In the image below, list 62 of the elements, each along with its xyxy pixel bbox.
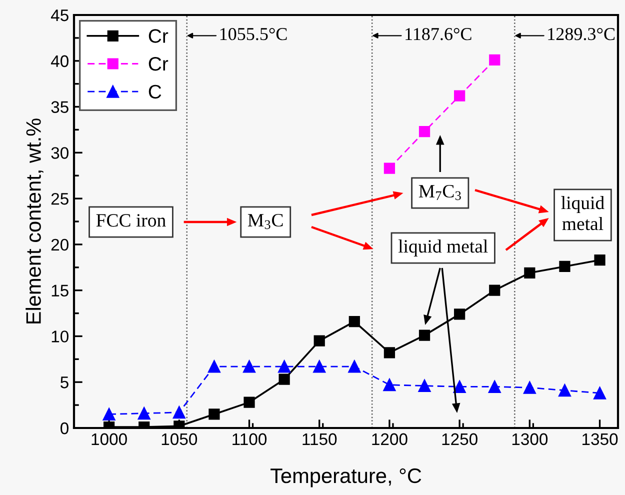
legend-label: Cr: [148, 29, 168, 43]
point: [314, 335, 325, 346]
x-tick-label: 1050: [162, 433, 198, 446]
annotation: M$_{7}$C$_{3}$: [418, 184, 461, 200]
y-tick-label: 10: [52, 330, 68, 342]
point: [278, 360, 291, 373]
annotation: liquid metal: [561, 196, 604, 230]
point: [418, 330, 430, 341]
point: [418, 126, 430, 138]
point: [384, 162, 396, 174]
y-tick-label: 30: [51, 147, 68, 159]
y-tick-label: 35: [51, 101, 68, 113]
x-tick-label: 1350: [582, 433, 618, 446]
y-tick-label: 45: [50, 10, 68, 22]
point: [138, 407, 150, 420]
x-axis-title: Temperature, °C: [270, 468, 422, 488]
point: [384, 347, 396, 358]
ref-line-label: 1187.6°C: [406, 28, 472, 40]
ref-line-label: 1055.5°C: [220, 28, 287, 40]
x-tick-label: 1200: [372, 433, 408, 446]
point: [172, 406, 186, 419]
ref-line-label: 1289.3°C: [548, 28, 615, 40]
point: [559, 260, 570, 272]
x-tick-label: 1250: [442, 433, 478, 446]
point: [453, 380, 466, 393]
y-tick-label: 0: [60, 422, 68, 434]
x-tick-label: 1300: [512, 433, 548, 446]
point: [488, 380, 501, 393]
x-tick-label: 1150: [302, 433, 337, 446]
point: [102, 408, 116, 420]
y-tick-label: 20: [51, 238, 68, 251]
point: [594, 254, 606, 266]
y-tick-label: 25: [51, 192, 68, 205]
point: [208, 408, 220, 420]
point: [244, 396, 255, 408]
x-tick-label: 1000: [92, 433, 127, 446]
point: [383, 378, 396, 392]
legend-label: C: [148, 84, 162, 99]
annotation: FCC iron: [96, 214, 166, 227]
point: [524, 267, 536, 278]
point: [523, 381, 536, 394]
point: [418, 380, 431, 392]
y-tick-label: 15: [52, 284, 68, 297]
point: [208, 360, 220, 373]
annotation: M$_{3}$C: [248, 214, 283, 230]
x-tick-label: 1100: [232, 433, 267, 446]
point: [454, 308, 466, 320]
point: [558, 384, 571, 397]
legend-label: Cr: [148, 56, 168, 71]
point: [348, 316, 360, 328]
annotation: liquid metal: [398, 240, 488, 257]
point: [454, 90, 466, 102]
point: [313, 360, 326, 373]
y-axis-title: Element content, wt.%: [26, 118, 44, 324]
point: [489, 54, 500, 66]
point: [348, 360, 361, 373]
y-tick-label: 40: [50, 55, 68, 68]
point: [278, 374, 290, 385]
y-tick-label: 5: [60, 376, 68, 388]
point: [489, 284, 500, 296]
point: [243, 360, 256, 373]
point: [594, 386, 606, 400]
